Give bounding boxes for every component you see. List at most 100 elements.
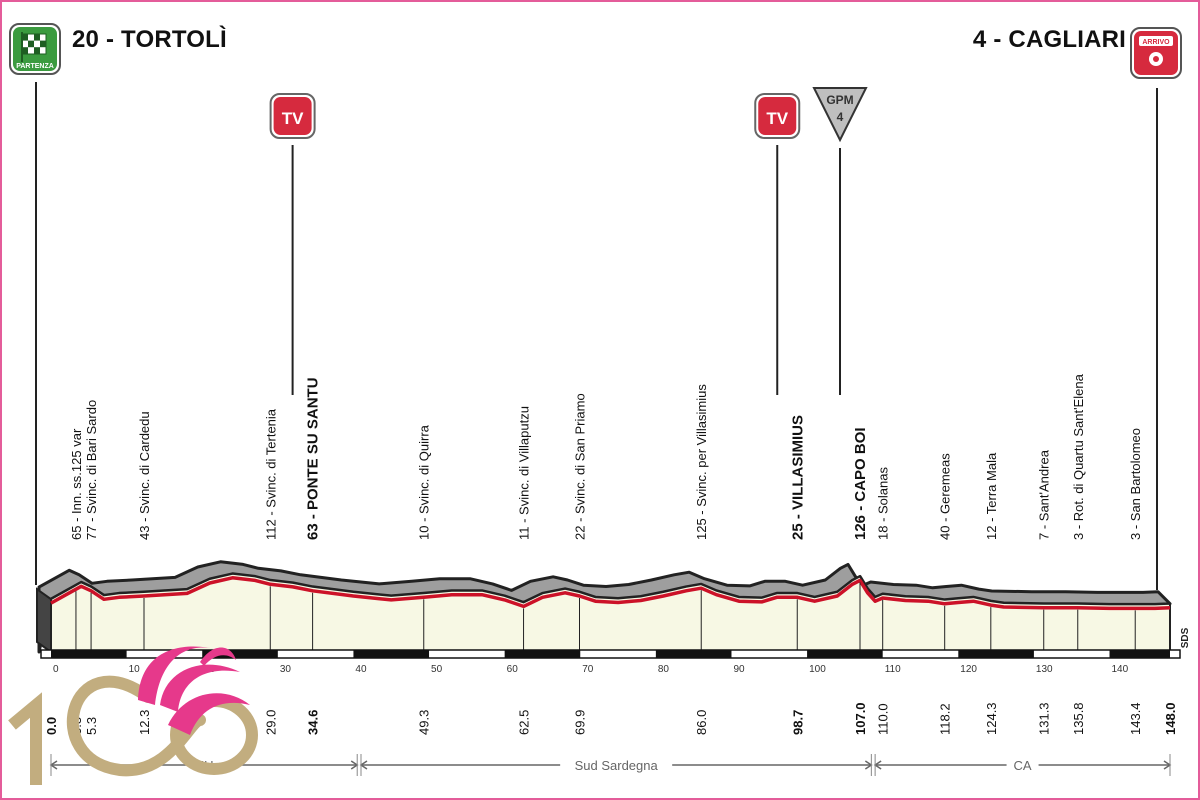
km-scale-tick: 10 [129,664,141,675]
checkered-flag-square [34,47,40,54]
tv-marker: TV [754,93,801,395]
province-name: Sud Sardegna [575,758,659,773]
main-km-label: 0.0 [44,717,59,735]
province-bar: CA [873,754,1172,776]
tv-icon [273,97,312,135]
title-separator: - [105,26,122,53]
km-label: 86.0 [694,710,709,735]
km-scale-segment [1109,650,1170,658]
km-label: 5.3 [84,717,99,735]
km-scale-tick: 0 [53,664,59,675]
checkered-flag-square [34,34,40,41]
waypoint-label: 40 - Geremeas [938,453,953,540]
road-code-label: SDS [1180,627,1191,648]
waypoint-label: 10 - Svinc. di Quirra [417,424,432,540]
km-label: 69.9 [573,710,588,735]
province-label-bg [560,756,673,774]
km-scale-tick: 70 [582,664,594,675]
waypoint-label: 125 - Svinc. per Villasimius [694,384,709,540]
waypoint-label: 112 - Svinc. di Tertenia [263,408,278,540]
km-scale-segment [51,650,127,658]
waypoint-label: 12 - Terra Mala [984,452,999,540]
checkered-flag-square [22,34,28,41]
km-scale-segment [504,650,581,658]
waypoint-label: 43 - Svinc. di Cardedu [137,411,152,540]
logo-cyclist-arm [168,693,250,735]
km-scale-segment [807,650,883,658]
logo-digit-one [8,692,42,785]
gpm-triangle-icon [812,87,868,143]
waypoint-label: 77 - Svinc. di Bari Sardo [84,400,99,540]
finish-town-name: CAGLIARI [1008,26,1126,53]
km-scale-segment [202,650,278,658]
checkered-flag-square [28,40,34,48]
tv-badge-label: TV [282,109,304,128]
main-km-label: 148.0 [1163,702,1178,735]
waypoint-label: 11 - Svinc. di Villaputzu [517,406,532,540]
finish-target-center [1153,56,1159,62]
arrivo-label: ARRIVO [1142,39,1170,46]
km-label: 124.3 [984,702,999,735]
tv-icon [758,97,797,135]
km-scale-segment [353,650,430,658]
waypoint-label: 18 - Solanas [876,467,891,540]
gpm-label: GPM [826,93,853,107]
km-scale-tick: 80 [658,664,670,675]
km-scale-segment [655,650,732,658]
gpm-category: 4 [837,110,844,124]
km-scale-tick: 90 [733,664,745,675]
waypoint-label: 3 - San Bartolomeo [1128,428,1143,540]
km-scale-bar [40,649,1181,659]
km-label: 143.4 [1128,702,1143,735]
main-km-label: 107.0 [853,702,868,735]
finish-town-title: 4 - CAGLIARI [973,26,1126,54]
main-waypoint-label: 63 - PONTE SU SANTU [305,377,322,540]
waypoint-label: 22 - Svinc. di San Priamo [573,393,588,540]
km-scale-tick: 60 [507,664,519,675]
km-label: 118.2 [938,703,953,735]
route-line [50,576,1171,611]
gpm-marker: GPM 4 [812,87,868,395]
km-label: 135.8 [1071,702,1086,735]
km-label: 62.5 [517,710,532,735]
partenza-badge: PARTENZA [9,23,61,75]
main-waypoint-label: 126 - CAPO BOI [852,427,869,540]
km-label: 110.0 [876,703,891,735]
waypoint-label: 3 - Rot. di Quartu Sant'Elena [1071,373,1086,540]
km-scale-tick: 110 [885,664,901,675]
arrivo-banner [1139,36,1173,46]
logo-cyclist-helmet [138,646,220,705]
km-label: 29.0 [263,710,278,735]
logo-cyclist-back [160,664,240,712]
title-separator: - [993,26,1009,53]
km-scale-tick: 120 [960,664,977,675]
km-label: 49.3 [417,710,432,735]
km-label: 131.3 [1037,702,1052,735]
province-name: CA [1014,758,1032,773]
partenza-label: PARTENZA [16,63,54,70]
km-scale-tick: 40 [355,664,367,675]
start-town-name: TORTOLÌ [121,26,227,53]
waypoint-label: 65 - Inn. ss.125 var [69,428,84,540]
start-town-title: 20 - TORTOLÌ [72,26,227,54]
main-km-label: 98.7 [790,710,805,735]
km-scale-tick: 140 [1112,664,1129,675]
checkered-flag-square [22,47,28,54]
tv-badge-label: TV [766,109,788,128]
tv-marker: TV [269,93,316,395]
profile-left-side [36,587,52,654]
km-scale-tick: 50 [431,664,443,675]
km-scale-tick: 130 [1036,664,1053,675]
km-label: 12.3 [137,710,152,735]
main-km-label: 34.6 [306,710,321,735]
waypoint-label: 7 - Sant'Andrea [1037,449,1052,540]
km-scale-tick: 100 [809,664,826,675]
finish-altitude: 4 [972,26,987,53]
km-scale-segment [958,650,1034,658]
logo-cyclist-head [200,647,236,666]
start-altitude: 20 [72,26,100,53]
arrivo-badge: ARRIVO [1130,27,1182,79]
main-waypoint-label: 25 - VILLASIMIUS [789,415,806,540]
checkered-flag-square [40,40,46,48]
